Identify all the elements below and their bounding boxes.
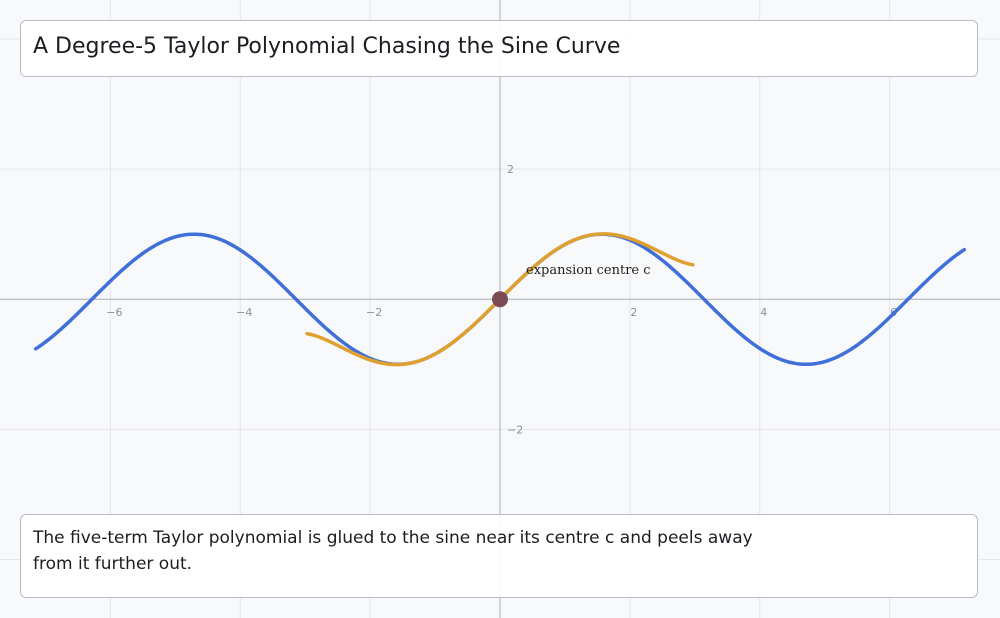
caption-panel: The five-term Taylor polynomial is glued…	[20, 514, 978, 598]
x-tick-label: −6	[106, 306, 122, 319]
x-tick-label: 2	[630, 306, 637, 319]
expansion-centre-point[interactable]	[492, 291, 508, 308]
x-tick-label: 4	[760, 306, 767, 319]
chart-title: A Degree-5 Taylor Polynomial Chasing the…	[33, 34, 621, 59]
chart-caption: The five-term Taylor polynomial is glued…	[33, 528, 753, 574]
y-tick-label: 2	[507, 163, 514, 176]
markers: expansion centre c	[492, 263, 651, 308]
y-tick-label: −2	[507, 423, 523, 436]
expansion-centre-label: expansion centre c	[526, 263, 651, 278]
x-tick-label: −4	[236, 306, 252, 319]
title-panel: A Degree-5 Taylor Polynomial Chasing the…	[20, 20, 978, 77]
x-tick-label: −2	[366, 306, 382, 319]
